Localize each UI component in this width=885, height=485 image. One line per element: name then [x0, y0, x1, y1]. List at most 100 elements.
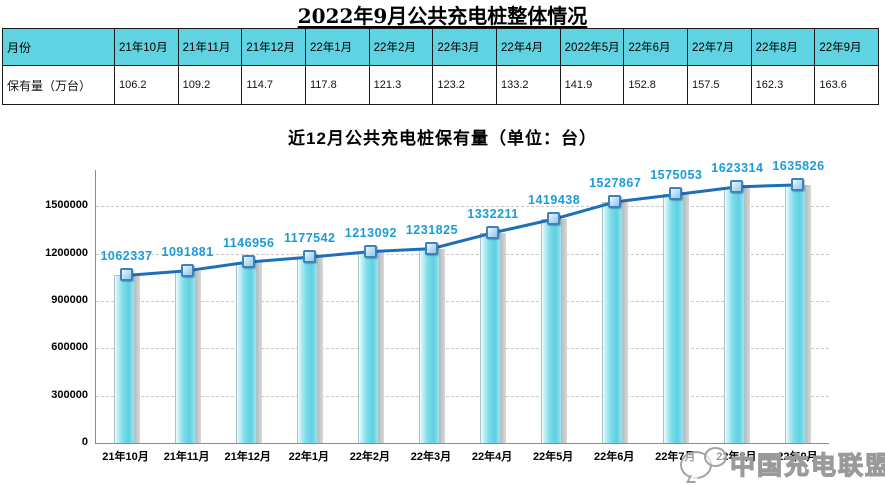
value-cell: 133.2 [497, 66, 561, 105]
x-tick-label: 22年4月 [471, 451, 513, 463]
bar [724, 186, 751, 443]
bar-fill [602, 201, 624, 443]
value-cell: 152.8 [624, 66, 688, 105]
bar-fill [296, 257, 318, 443]
bar-fill [174, 270, 196, 443]
month-header-cell: 2022年5月 [560, 29, 625, 66]
bar-fill [541, 219, 563, 443]
y-tick-label: 1500000 [45, 199, 88, 212]
bar-fill [724, 186, 746, 443]
bar-shadow [195, 270, 201, 443]
line-marker [669, 187, 683, 201]
data-label: 1575053 [650, 168, 703, 183]
bar [418, 248, 445, 443]
bar [663, 194, 690, 443]
page-title: 2022年9月公共充电桩整体情况 [297, 4, 588, 28]
bar [480, 232, 507, 443]
x-tick-label: 22年9月 [777, 451, 818, 463]
y-tick-label: 900000 [51, 293, 88, 306]
value-cell: 157.5 [688, 66, 752, 105]
bar-fill [357, 251, 379, 443]
x-tick-label: 21年12月 [224, 451, 271, 463]
bar-fill [785, 184, 807, 443]
line-marker [791, 177, 805, 191]
summary-table: 月份 21年10月 21年11月 21年12月 22年1月 22年2月 22年3月 22年4月… [2, 28, 879, 105]
month-header-cell: 22年2月 [369, 29, 434, 66]
line-marker [424, 241, 438, 255]
bar [174, 270, 201, 443]
x-tick-label: 22年1月 [288, 451, 329, 463]
value-cell: 109.2 [178, 66, 243, 105]
data-label: 1623314 [711, 160, 764, 175]
bar-shadow [623, 201, 629, 443]
bar [785, 184, 812, 443]
value-cell: 123.2 [433, 66, 497, 105]
bar-shadow [562, 219, 568, 443]
bar-shadow [134, 275, 140, 443]
y-axis: 0 300000 600000 900000 1200000 1500000 [28, 170, 88, 448]
bar [113, 275, 140, 443]
chart-title: 近12月公共充电桩保有量（单位：台） [288, 129, 597, 148]
month-header-cell: 22年4月 [497, 29, 561, 66]
data-label: 1635826 [772, 158, 825, 173]
bar [296, 257, 323, 443]
value-cell: 114.7 [242, 66, 306, 105]
bar-fill [418, 248, 440, 443]
line-marker [241, 255, 255, 268]
y-tick-label: 300000 [51, 388, 88, 401]
month-header-cell: 21年10月 [115, 29, 179, 66]
table-corner-header: 月份 [3, 29, 115, 66]
bubble-tail-icon [686, 475, 699, 483]
value-cell: 162.3 [751, 66, 816, 105]
bar-shadow [501, 232, 507, 443]
month-header-cell: 22年8月 [751, 29, 816, 66]
table-row-header: 保有量（万台） [3, 66, 115, 105]
bar-shadow [317, 257, 323, 443]
x-tick-label: 22年6月 [594, 451, 635, 463]
bar-shadow [806, 184, 812, 443]
x-tick-label: 22年8月 [716, 451, 757, 463]
bar [235, 262, 262, 443]
month-header-cell: 22年3月 [433, 29, 497, 66]
line-marker [119, 268, 133, 282]
value-cell: 141.9 [560, 66, 625, 105]
bar [357, 251, 384, 443]
value-cell: 106.2 [115, 66, 179, 105]
bar-fill [480, 232, 502, 443]
value-cell: 121.3 [369, 66, 434, 105]
bar-fill [663, 194, 685, 443]
month-header-cell: 21年12月 [242, 29, 306, 66]
grid-line [96, 348, 829, 350]
line-marker [486, 225, 500, 239]
x-tick-label: 22年5月 [532, 451, 574, 463]
x-tick-label: 22年7月 [655, 451, 696, 463]
bar-shadow [439, 248, 445, 443]
bar-shadow [745, 186, 751, 443]
month-header-cell: 22年1月 [306, 29, 370, 66]
y-tick-label: 600000 [51, 341, 88, 354]
grid-line [96, 300, 829, 302]
bar-fill [113, 275, 135, 443]
line-marker [302, 250, 316, 264]
value-cell: 163.6 [815, 66, 879, 105]
x-tick-label: 21年11月 [163, 451, 210, 463]
line-marker [363, 244, 377, 258]
y-tick-label: 0 [81, 436, 88, 448]
y-tick-label: 1200000 [45, 246, 88, 259]
line-marker [180, 263, 194, 277]
x-tick-label: 21年10月 [102, 451, 149, 463]
bar-fill [235, 262, 257, 443]
line-marker [547, 212, 561, 225]
data-label: 1231825 [405, 222, 459, 237]
x-tick-label: 22年3月 [410, 451, 452, 463]
x-tick-label: 22年2月 [349, 451, 391, 463]
bar [541, 219, 568, 443]
chart-plot-area: 1062337 1091881 1146956 1177542 1213092 12318… [95, 159, 829, 444]
bar-shadow [378, 251, 384, 443]
month-header-cell: 22年6月 [624, 29, 688, 66]
bar-shadow [684, 194, 690, 443]
line-marker [730, 179, 744, 193]
x-axis: 21年10月 21年11月 21年12月 22年1月 22年2月 22年3月 22年4月 22… [95, 448, 828, 468]
data-label: 1419438 [528, 193, 581, 207]
